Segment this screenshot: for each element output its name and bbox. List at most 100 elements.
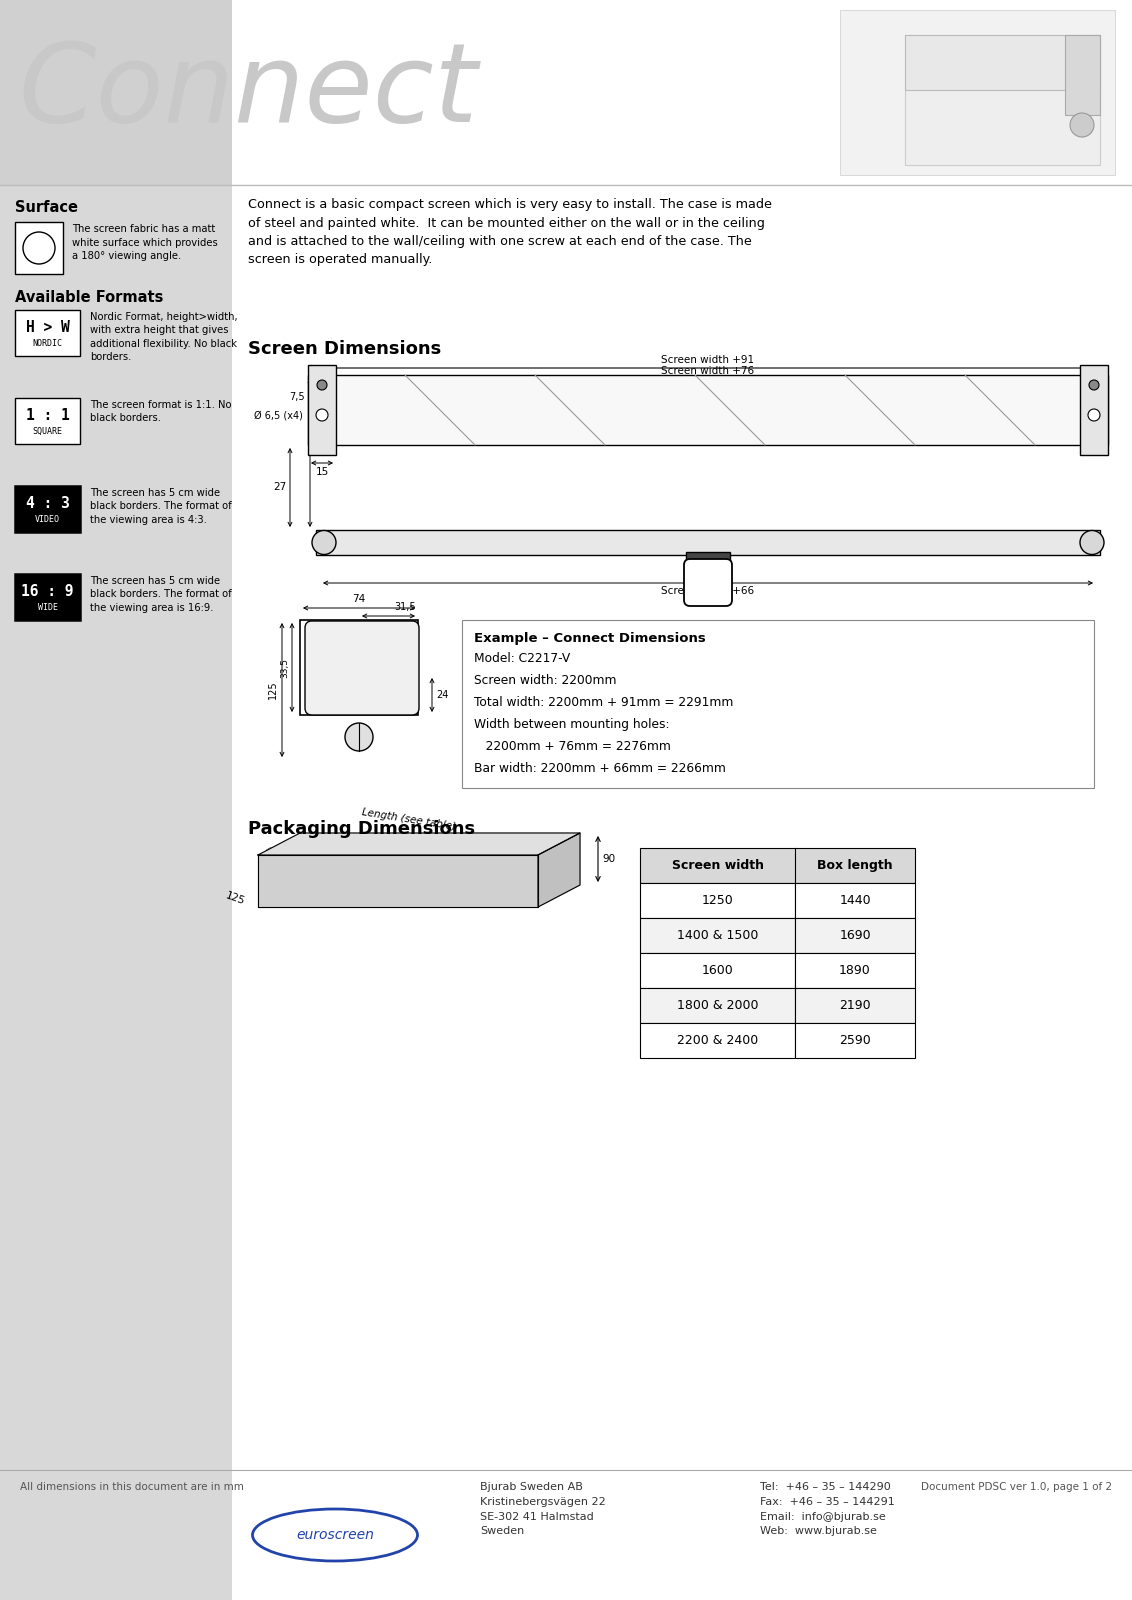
Bar xyxy=(640,918,795,954)
Bar xyxy=(904,35,1100,90)
Bar xyxy=(640,954,795,987)
Bar xyxy=(640,1022,795,1058)
Text: 31,5: 31,5 xyxy=(394,602,415,611)
Bar xyxy=(1065,35,1100,115)
Text: 33,5: 33,5 xyxy=(280,658,289,677)
Text: 16 : 9: 16 : 9 xyxy=(22,584,74,598)
Bar xyxy=(795,954,915,987)
Text: 90: 90 xyxy=(602,854,615,864)
Polygon shape xyxy=(258,834,580,854)
Text: 1400 & 1500: 1400 & 1500 xyxy=(677,930,758,942)
Circle shape xyxy=(312,531,336,555)
Text: 74: 74 xyxy=(352,594,366,603)
Text: euroscreen: euroscreen xyxy=(297,1528,374,1542)
Bar xyxy=(795,883,915,918)
Text: 1 : 1: 1 : 1 xyxy=(26,408,69,422)
Polygon shape xyxy=(258,854,538,907)
Bar xyxy=(316,530,1100,555)
Bar xyxy=(1080,365,1108,454)
Text: Connect: Connect xyxy=(18,38,478,146)
Text: 2200mm + 76mm = 2276mm: 2200mm + 76mm = 2276mm xyxy=(474,739,671,754)
Bar xyxy=(308,365,336,454)
Text: 27: 27 xyxy=(274,483,288,493)
Text: H > W: H > W xyxy=(26,320,69,334)
Circle shape xyxy=(317,379,327,390)
Text: WIDE: WIDE xyxy=(37,603,58,611)
Text: Available Formats: Available Formats xyxy=(15,290,163,306)
Text: NORDIC: NORDIC xyxy=(33,339,62,347)
Text: Nordic Format, height>width,
with extra height that gives
additional flexibility: Nordic Format, height>width, with extra … xyxy=(91,312,238,362)
Text: Box length: Box length xyxy=(817,859,893,872)
Text: 1440: 1440 xyxy=(839,894,871,907)
Text: Bar width: 2200mm + 66mm = 2266mm: Bar width: 2200mm + 66mm = 2266mm xyxy=(474,762,726,774)
Text: The screen fabric has a matt
white surface which provides
a 180° viewing angle.: The screen fabric has a matt white surfa… xyxy=(72,224,217,261)
Circle shape xyxy=(345,723,374,750)
Text: 1250: 1250 xyxy=(702,894,734,907)
Text: Connect is a basic compact screen which is very easy to install. The case is mad: Connect is a basic compact screen which … xyxy=(248,198,772,267)
Bar xyxy=(308,374,1108,445)
Text: 4 : 3: 4 : 3 xyxy=(26,496,69,510)
Text: Screen width +76: Screen width +76 xyxy=(661,366,755,376)
Bar xyxy=(904,35,1100,165)
Text: Width between mounting holes:: Width between mounting holes: xyxy=(474,718,669,731)
Text: 2590: 2590 xyxy=(839,1034,871,1046)
FancyBboxPatch shape xyxy=(684,558,732,606)
Text: All dimensions in this document are in mm: All dimensions in this document are in m… xyxy=(20,1482,243,1491)
Bar xyxy=(15,310,80,357)
Circle shape xyxy=(1089,379,1099,390)
Circle shape xyxy=(1080,531,1104,555)
Bar xyxy=(300,619,418,715)
Text: Screen width: Screen width xyxy=(671,859,763,872)
Text: The screen has 5 cm wide
black borders. The format of
the viewing area is 16:9.: The screen has 5 cm wide black borders. … xyxy=(91,576,232,613)
Bar xyxy=(0,186,232,1600)
FancyBboxPatch shape xyxy=(305,621,419,715)
Text: 15: 15 xyxy=(316,467,328,477)
Text: Surface: Surface xyxy=(15,200,78,214)
Text: Tel:  +46 – 35 – 144290
Fax:  +46 – 35 – 144291
Email:  info@bjurab.se
Web:  www: Tel: +46 – 35 – 144290 Fax: +46 – 35 – 1… xyxy=(760,1482,894,1536)
Text: The screen format is 1:1. No
black borders.: The screen format is 1:1. No black borde… xyxy=(91,400,232,424)
Text: Screen Dimensions: Screen Dimensions xyxy=(248,341,441,358)
Text: Bjurab Sweden AB
Kristinebergsvägen 22
SE-302 41 Halmstad
Sweden: Bjurab Sweden AB Kristinebergsvägen 22 S… xyxy=(480,1482,606,1536)
Text: 125: 125 xyxy=(268,680,278,699)
Circle shape xyxy=(23,232,55,264)
Text: 22: 22 xyxy=(315,448,328,458)
Text: 1800 & 2000: 1800 & 2000 xyxy=(677,998,758,1013)
Text: The screen has 5 cm wide
black borders. The format of
the viewing area is 4:3.: The screen has 5 cm wide black borders. … xyxy=(91,488,232,525)
Text: Document PDSC ver 1.0, page 1 of 2: Document PDSC ver 1.0, page 1 of 2 xyxy=(920,1482,1112,1491)
Text: Example – Connect Dimensions: Example – Connect Dimensions xyxy=(474,632,705,645)
Bar xyxy=(640,848,915,883)
Text: 1890: 1890 xyxy=(839,963,871,978)
Text: 1690: 1690 xyxy=(839,930,871,942)
Bar xyxy=(0,0,232,186)
Text: Ø 6,5 (x4): Ø 6,5 (x4) xyxy=(254,410,303,419)
Text: 2190: 2190 xyxy=(839,998,871,1013)
Text: SQUARE: SQUARE xyxy=(33,427,62,435)
Bar xyxy=(795,918,915,954)
Bar xyxy=(640,987,795,1022)
Bar xyxy=(640,883,795,918)
Bar xyxy=(15,486,80,531)
Bar xyxy=(15,222,63,274)
Text: Total width: 2200mm + 91mm = 2291mm: Total width: 2200mm + 91mm = 2291mm xyxy=(474,696,734,709)
Bar xyxy=(795,987,915,1022)
Bar xyxy=(15,574,80,619)
Text: Packaging Dimensions: Packaging Dimensions xyxy=(248,819,475,838)
Text: 1600: 1600 xyxy=(702,963,734,978)
Text: Screen width +66: Screen width +66 xyxy=(661,586,755,595)
Text: 2200 & 2400: 2200 & 2400 xyxy=(677,1034,758,1046)
Bar xyxy=(15,398,80,443)
Bar xyxy=(795,1022,915,1058)
Text: Screen width: 2200mm: Screen width: 2200mm xyxy=(474,674,617,686)
Circle shape xyxy=(1088,410,1100,421)
Circle shape xyxy=(316,410,328,421)
Text: Model: C2217-V: Model: C2217-V xyxy=(474,653,571,666)
Text: 125: 125 xyxy=(224,891,246,907)
Bar xyxy=(840,10,1115,174)
Circle shape xyxy=(1070,114,1094,138)
Ellipse shape xyxy=(252,1509,418,1562)
Bar xyxy=(462,619,1094,787)
Bar xyxy=(686,552,730,565)
Text: 7,5: 7,5 xyxy=(290,392,305,402)
Text: 24: 24 xyxy=(436,690,448,701)
Text: VIDEO: VIDEO xyxy=(35,515,60,523)
